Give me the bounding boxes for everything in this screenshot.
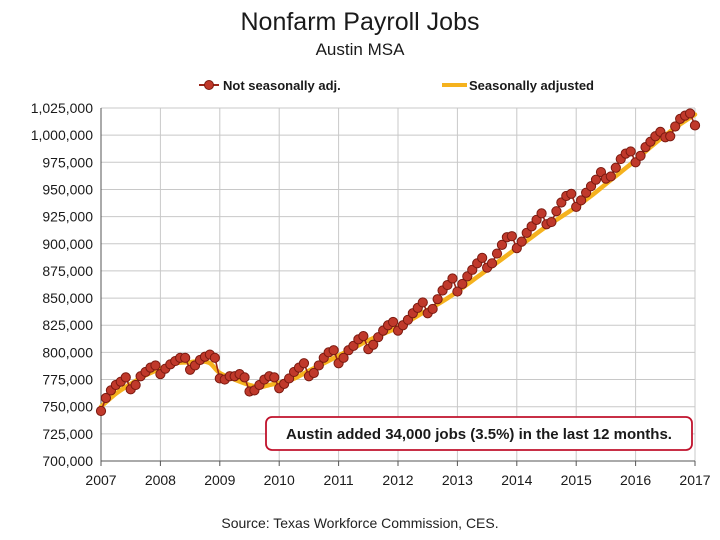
nsa-point <box>684 108 696 119</box>
nsa-point <box>358 330 369 342</box>
nsa-point <box>180 352 191 363</box>
annotation-text: Austin added 34,000 jobs (3.5%) in the l… <box>286 426 672 443</box>
x-tick-label: 2009 <box>204 472 235 488</box>
legend-nsa-marker <box>204 80 214 90</box>
x-tick-label: 2013 <box>442 472 473 488</box>
nsa-point <box>313 360 324 371</box>
nsa-point <box>239 372 250 383</box>
legend: Not seasonally adj. Seasonally adjusted <box>199 78 594 93</box>
nsa-point <box>546 216 557 228</box>
nsa-point <box>506 231 517 242</box>
nsa-point <box>269 372 280 383</box>
x-tick-label: 2017 <box>679 472 710 488</box>
chart-subtitle: Austin MSA <box>315 40 405 59</box>
nsa-point <box>551 206 562 217</box>
nsa-point <box>576 195 587 206</box>
nsa-point <box>328 345 339 356</box>
y-tick-label: 700,000 <box>42 453 93 469</box>
nsa-point <box>635 150 646 161</box>
nsa-point <box>486 258 498 269</box>
legend-nsa-label: Not seasonally adj. <box>223 78 341 93</box>
nsa-point <box>427 303 438 315</box>
nsa-point <box>496 239 508 250</box>
nsa-point <box>447 273 458 284</box>
nsa-point <box>368 339 379 350</box>
nsa-point <box>95 405 107 417</box>
y-tick-label: 725,000 <box>42 426 93 442</box>
x-tick-label: 2010 <box>264 472 295 488</box>
nsa-point <box>477 252 488 263</box>
x-tick-label: 2012 <box>382 472 413 488</box>
y-tick-label: 850,000 <box>42 290 93 306</box>
y-tick-label: 800,000 <box>42 344 93 360</box>
nsa-point <box>625 146 636 157</box>
nsa-point <box>150 360 161 371</box>
nsa-point <box>670 121 681 132</box>
nsa-point <box>457 278 468 290</box>
annotation-box <box>265 416 693 451</box>
source-note: Source: Texas Workforce Commission, CES. <box>221 515 499 531</box>
nsa-point <box>308 367 319 379</box>
x-tick-label: 2015 <box>561 472 592 488</box>
y-tick-label: 750,000 <box>42 399 93 415</box>
x-tick-label: 2016 <box>620 472 651 488</box>
y-tick-label: 875,000 <box>42 263 93 279</box>
nsa-point <box>491 248 503 259</box>
x-tick-label: 2011 <box>324 472 354 488</box>
x-tick-label: 2007 <box>85 472 116 488</box>
y-tick-label: 950,000 <box>42 181 93 197</box>
nsa-point <box>605 171 616 182</box>
chart-title: Nonfarm Payroll Jobs <box>240 8 480 36</box>
nsa-point <box>432 294 443 305</box>
nsa-point <box>610 162 621 173</box>
nsa-point <box>130 379 141 391</box>
y-tick-label: 1,000,000 <box>31 127 93 143</box>
gridlines <box>100 107 696 462</box>
y-tick-label: 975,000 <box>42 154 93 170</box>
x-tick-label: 2008 <box>145 472 176 488</box>
nsa-series <box>95 108 701 417</box>
nsa-point <box>417 297 428 308</box>
y-tick-label: 775,000 <box>42 372 93 388</box>
nsa-point <box>209 352 220 363</box>
nsa-point <box>689 120 701 131</box>
nsa-point <box>338 352 349 363</box>
nsa-point <box>516 236 527 247</box>
nsa-point <box>566 188 577 199</box>
y-tick-label: 825,000 <box>42 317 93 333</box>
x-tick-label: 2014 <box>501 472 532 488</box>
nsa-point <box>536 208 547 219</box>
y-tick-label: 900,000 <box>42 236 93 252</box>
nsa-point <box>120 372 131 383</box>
nsa-point <box>100 392 112 404</box>
nsa-point <box>665 131 676 142</box>
nsa-point <box>452 286 463 297</box>
legend-sa-label: Seasonally adjusted <box>469 78 594 93</box>
nsa-point <box>298 358 310 369</box>
y-tick-label: 1,025,000 <box>31 100 93 116</box>
annotation-callout: Austin added 34,000 jobs (3.5%) in the l… <box>265 416 693 451</box>
nsa-point <box>590 174 602 185</box>
axes: 700,000 725,000 750,000 775,000 800,000 825,0… <box>31 100 711 488</box>
y-tick-label: 925,000 <box>42 209 93 225</box>
nsa-point <box>387 316 399 328</box>
